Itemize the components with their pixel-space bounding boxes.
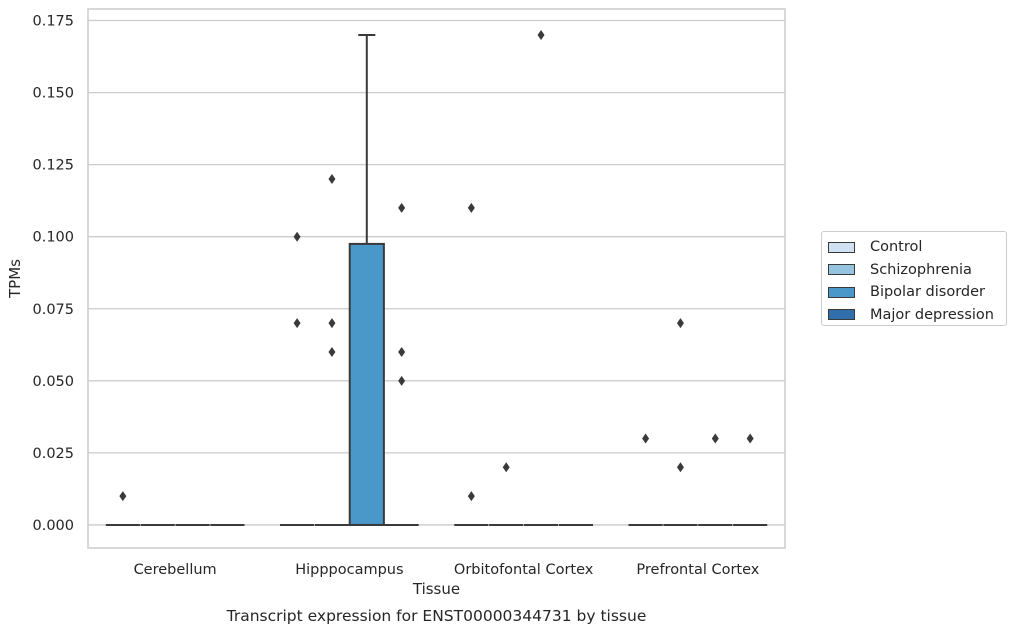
legend-label: Schizophrenia xyxy=(870,261,972,278)
outlier-point xyxy=(398,375,406,386)
outlier-point xyxy=(293,318,301,329)
legend-swatch xyxy=(828,286,855,298)
legend-item: Bipolar disorder xyxy=(828,281,1006,304)
x-axis-label: Tissue xyxy=(412,580,460,598)
plot-frame xyxy=(87,8,786,549)
outlier-point xyxy=(467,202,475,213)
boxes xyxy=(105,33,768,526)
outlier-point xyxy=(398,347,406,357)
legend-swatch xyxy=(828,309,855,321)
box-element xyxy=(348,33,385,526)
outlier-point xyxy=(293,231,301,242)
outlier-point xyxy=(398,202,406,213)
legend-label: Control xyxy=(870,239,923,256)
outlier-point xyxy=(502,462,510,473)
outlier-point xyxy=(328,347,336,357)
y-tick-label: 0.100 xyxy=(32,230,74,246)
y-tick-label: 0.025 xyxy=(32,446,74,462)
legend-swatch xyxy=(828,264,855,276)
box-body xyxy=(348,242,385,526)
y-tick-label: 0.075 xyxy=(32,302,74,318)
y-tick-label: 0.125 xyxy=(32,158,74,174)
legend: Control Schizophrenia Bipolar disorder Majo… xyxy=(821,231,1007,326)
y-tick-label: 0.000 xyxy=(32,518,74,534)
legend-swatch xyxy=(828,241,855,253)
legend-item: Control xyxy=(828,236,1006,259)
x-tick-label: Cerebellum xyxy=(134,562,217,578)
x-tick-label: Hipppocampus xyxy=(295,562,403,578)
outlier-point xyxy=(746,433,754,444)
x-tick-label: Orbitofontal Cortex xyxy=(454,562,594,578)
chart-title: Transcript expression for ENST0000034473… xyxy=(226,607,647,625)
y-tick-label: 0.175 xyxy=(32,14,74,30)
outlier-point xyxy=(711,433,719,444)
legend-item: Schizophrenia xyxy=(828,259,1006,282)
y-tick-label: 0.150 xyxy=(32,86,74,102)
outlier-point xyxy=(642,433,650,444)
x-tick-labels: Cerebellum Hipppocampus Orbitofontal Corte… xyxy=(134,562,760,578)
y-tick-labels: 0.000 0.025 0.050 0.075 0.100 0.125 0.150 0.175 xyxy=(32,14,74,534)
outlier-point xyxy=(119,491,127,502)
outlier-point xyxy=(328,174,336,185)
outlier-point xyxy=(676,462,684,473)
outlier-point xyxy=(676,318,684,329)
legend-item: Major depression xyxy=(828,304,1006,327)
x-tick-label: Prefrontal Cortex xyxy=(636,562,759,578)
outlier-point xyxy=(328,318,336,329)
plot-background xyxy=(88,9,785,548)
y-axis-label: TPMs xyxy=(6,259,24,299)
outlier-point xyxy=(467,491,475,502)
legend-label: Major depression xyxy=(870,306,994,323)
legend-label: Bipolar disorder xyxy=(870,284,985,301)
y-tick-label: 0.050 xyxy=(32,374,74,390)
outliers xyxy=(119,29,754,502)
outlier-point xyxy=(537,29,545,40)
